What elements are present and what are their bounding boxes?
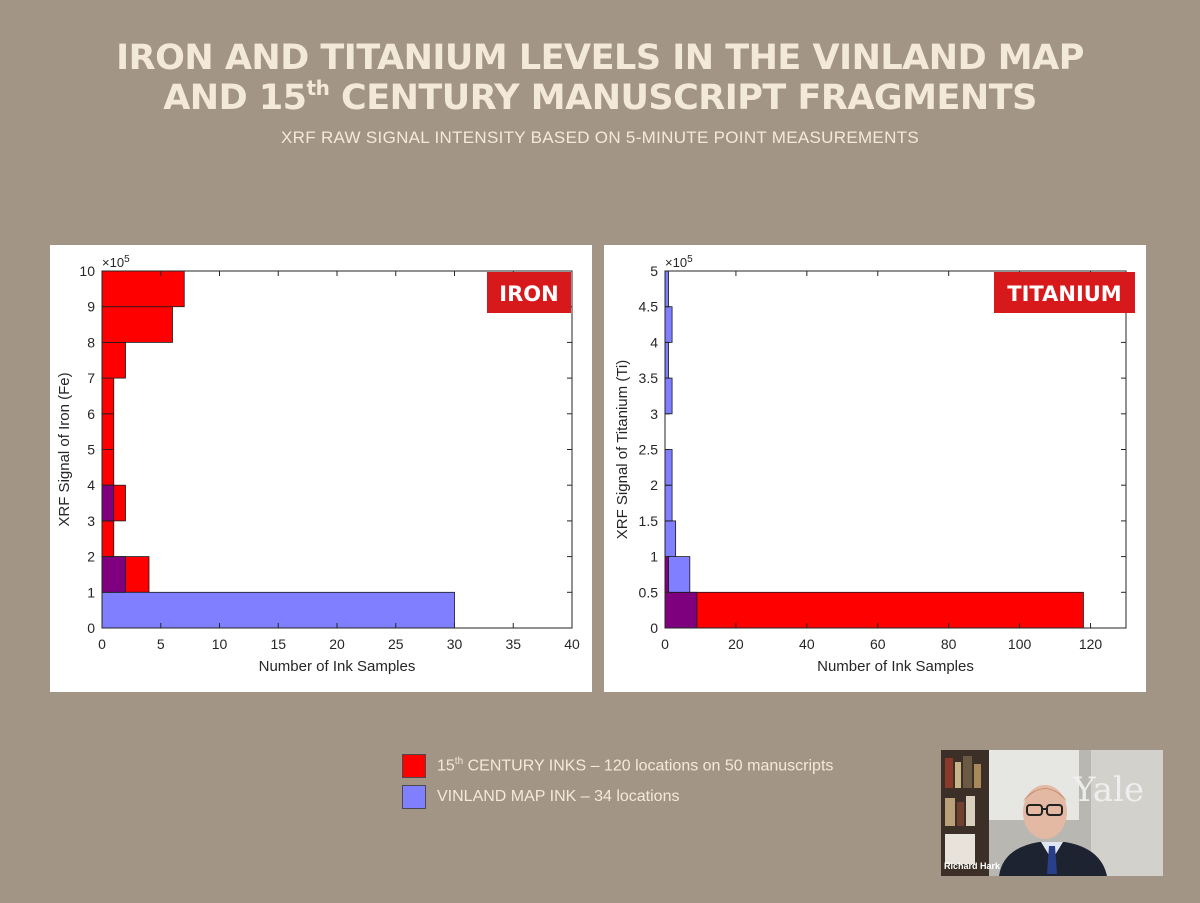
y-tick-label: 5: [87, 442, 95, 458]
iron-chart: 0 5 10 15 20 25 30 35 40 0 1 2 3 4 5 6 7 8 9 10 ×105 Number o…: [56, 254, 580, 675]
bar-15th-century: [101, 520, 115, 557]
bar-vinland-map: [664, 306, 673, 343]
legend-item-15th-century: 15th CENTURY INKS – 120 locations on 50 …: [402, 752, 833, 780]
bar-15th-century: [101, 270, 185, 308]
bar-vinland-map: [664, 556, 691, 593]
y-tick-label: 2.5: [639, 442, 659, 458]
y-tick-label: 3.5: [639, 370, 659, 386]
speaker-tie: [1047, 846, 1057, 874]
y-tick-label: 1: [87, 584, 95, 600]
bar-15th-century: [664, 591, 1084, 629]
element-tag-box: [994, 272, 1135, 313]
bar-overlap: [101, 484, 115, 522]
yale-logo: Yale: [1072, 770, 1144, 810]
y-tick-label: 2: [87, 549, 95, 565]
legend-label-vinland: VINLAND MAP INK – 34 locations: [437, 788, 680, 805]
y-tick-label: 3: [87, 513, 95, 529]
legend: 15th CENTURY INKS – 120 locations on 50 …: [402, 752, 833, 814]
y-tick-label: 0: [650, 620, 658, 636]
legend-item-vinland: VINLAND MAP INK – 34 locations: [402, 783, 833, 811]
bar-15th-century: [101, 449, 115, 486]
y-tick-label: 4: [87, 477, 95, 493]
x-tick-label: 10: [212, 636, 228, 652]
y-tick-label: 5: [650, 263, 658, 279]
y-tick-label: 2: [650, 477, 658, 493]
bar-15th-century: [101, 377, 115, 415]
bar-15th-century: [101, 413, 115, 450]
y-tick-label: 6: [87, 406, 95, 422]
x-tick-label: 40: [564, 636, 580, 652]
x-tick-label: 30: [447, 636, 463, 652]
bar-overlap: [664, 556, 669, 593]
x-axis-label: Number of Ink Samples: [817, 658, 974, 675]
y-tick-label: 4: [650, 334, 658, 350]
bar-vinland-map: [664, 449, 673, 486]
bar-overlap: [664, 591, 698, 629]
y-axis-exponent: ×105: [665, 254, 693, 270]
x-tick-label: 5: [157, 636, 165, 652]
bar-vinland-map: [664, 520, 677, 557]
bar-vinland-map: [664, 270, 669, 308]
iron-chart-panel: 0 5 10 15 20 25 30 35 40 0 1 2 3 4 5 6 7 8 9 10 ×105 Number o…: [50, 245, 592, 692]
speaker-video-tile: Yale Richard Hark: [941, 750, 1163, 876]
element-tag-label: TITANIUM: [1007, 282, 1121, 306]
y-axis-label: XRF Signal of Iron (Fe): [56, 372, 73, 526]
titanium-chart-panel: 0 20 40 60 80 100 120 0 0.5 1 1.5 2 2.5 3 3.5 4 4.5 5 ×105…: [604, 245, 1146, 692]
y-axis-label: XRF Signal of Titanium (Ti): [614, 360, 631, 540]
plot-frame: [664, 270, 1127, 629]
speaker-name: Richard Hark: [944, 861, 1001, 871]
x-tick-label: 60: [870, 636, 886, 652]
titanium-chart: 0 20 40 60 80 100 120 0 0.5 1 1.5 2 2.5 3 3.5 4 4.5 5 ×105…: [614, 254, 1135, 675]
bar-vinland-map: [101, 591, 455, 629]
legend-swatch-blue: [402, 785, 426, 809]
y-tick-label: 0.5: [639, 584, 659, 600]
y-tick-label: 3: [650, 406, 658, 422]
bar-15th-century: [101, 342, 126, 379]
x-tick-label: 100: [1008, 636, 1032, 652]
x-tick-label: 0: [98, 636, 106, 652]
x-tick-label: 15: [270, 636, 286, 652]
slide-subtitle: XRF RAW SIGNAL INTENSITY BASED ON 5-MINU…: [281, 128, 919, 147]
y-tick-label: 7: [87, 370, 95, 386]
slide-title: IRON AND TITANIUM LEVELS IN THE VINLAND …: [0, 38, 1200, 118]
y-tick-label: 9: [87, 299, 95, 315]
y-tick-label: 10: [79, 263, 95, 279]
x-tick-label: 20: [728, 636, 744, 652]
x-tick-label: 20: [329, 636, 345, 652]
x-tick-label: 40: [799, 636, 815, 652]
x-tick-label: 35: [505, 636, 521, 652]
x-tick-label: 0: [661, 636, 669, 652]
element-tag-box: [487, 272, 571, 313]
title-line-2: AND 15th CENTURY MANUSCRIPT FRAGMENTS: [163, 76, 1037, 118]
bar-15th-century: [101, 306, 173, 343]
y-tick-label: 8: [87, 334, 95, 350]
bar-vinland-map: [664, 377, 673, 415]
bar-vinland-map: [664, 342, 669, 379]
title-line-1: IRON AND TITANIUM LEVELS IN THE VINLAND …: [116, 38, 1084, 78]
x-tick-label: 80: [941, 636, 957, 652]
bar-vinland-map: [664, 484, 673, 522]
element-tag-label: IRON: [499, 282, 558, 306]
x-axis-label: Number of Ink Samples: [259, 658, 416, 675]
bar-overlap: [101, 556, 126, 593]
speaker-face: [1023, 785, 1067, 839]
y-tick-label: 0: [87, 620, 95, 636]
x-tick-label: 25: [388, 636, 404, 652]
speaker-video: Yale Richard Hark: [941, 750, 1163, 876]
y-tick-label: 1.5: [639, 513, 659, 529]
y-tick-label: 1: [650, 549, 658, 565]
y-axis-exponent: ×105: [102, 254, 130, 270]
y-tick-label: 4.5: [639, 299, 659, 315]
legend-swatch-red: [402, 754, 426, 778]
x-tick-label: 120: [1079, 636, 1103, 652]
legend-label-15th-century: 15th CENTURY INKS – 120 locations on 50 …: [437, 756, 834, 775]
